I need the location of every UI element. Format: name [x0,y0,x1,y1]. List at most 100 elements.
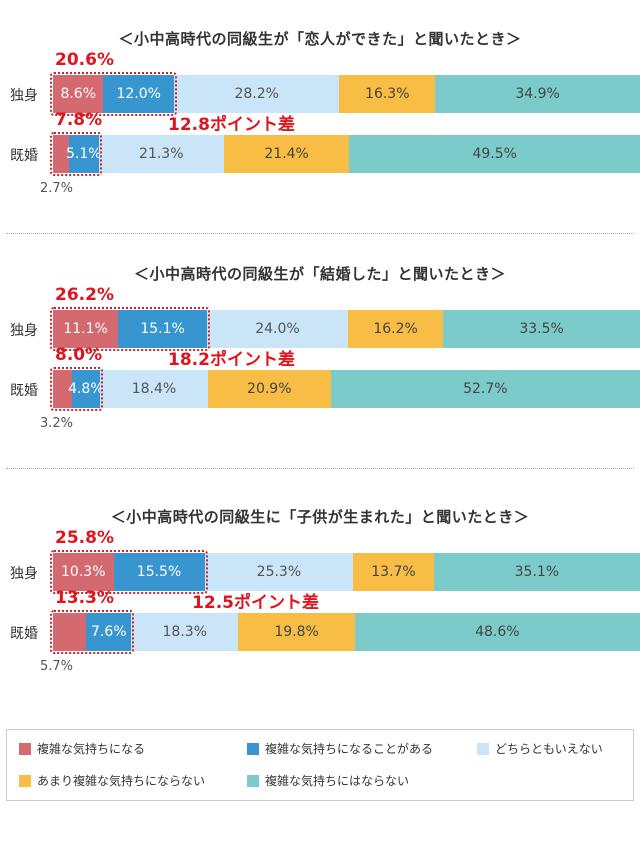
legend-swatch [19,742,31,755]
legend-item: どちらともいえない [477,740,603,757]
data-label: 3.2% [40,416,74,431]
legend: 複雑な気持ちになる 複雑な気持ちになることがある どちらともいえないあまり複雑な気持… [6,729,634,801]
legend-label: 複雑な気持ちにはならない [265,774,410,788]
legend-label: あまり複雑な気持ちにならない [37,774,206,788]
data-label: 16.2% [373,321,418,337]
highlight-box [50,550,208,594]
bar-segment: 15.5% [113,553,205,591]
legend-swatch [477,742,489,755]
bar-segment [53,135,69,173]
legend-item: 複雑な気持ちになることがある [247,740,433,757]
bar-segment: 16.3% [339,75,436,113]
data-label: 21.4% [264,146,309,162]
bar-segment: 16.2% [347,310,444,348]
bar-segment: 18.4% [99,370,208,408]
legend-swatch [19,774,31,787]
data-label: 20.9% [247,381,292,397]
row-label: 独身 [10,323,38,339]
data-label: 13.7% [371,564,416,580]
point-difference-label: 18.2ポイント差 [168,350,295,370]
legend-label: 複雑な気持ちになることがある [265,742,434,756]
data-label: 7.6% [90,624,127,640]
legend-swatch [247,774,259,787]
legend-swatch [247,742,259,755]
row-label: 既婚 [10,148,38,164]
legend-label: どちらともいえない [495,742,603,756]
legend-item: 複雑な気持ちになる [19,740,145,757]
data-label: 8.6% [60,86,97,102]
section-divider [6,233,634,234]
combined-total-label: 26.2% [55,285,114,305]
data-label: 52.7% [463,381,508,397]
bar-segment: 15.1% [118,310,207,348]
data-label: 49.5% [472,146,517,162]
data-label: 19.8% [274,624,319,640]
data-label: 4.8% [68,381,104,397]
data-label: 34.9% [515,86,560,102]
bar-segment: 13.7% [353,553,434,591]
bar-segment: 20.9% [207,370,331,408]
highlight-box [50,610,135,654]
row-label: 既婚 [10,383,38,399]
bar-segment: 8.6% [53,75,104,113]
combined-total-label: 13.3% [55,588,114,608]
data-label: 11.1% [63,321,108,337]
row-label: 既婚 [10,626,38,642]
row-label: 独身 [10,566,38,582]
highlight-box [50,132,102,176]
legend-item: 複雑な気持ちにはならない [247,772,409,789]
bar-segment [53,613,87,651]
legend-item: あまり複雑な気持ちにならない [19,772,205,789]
data-label: 2.7% [40,181,74,196]
bar-segment: 11.1% [53,310,119,348]
highlight-box [50,367,103,411]
bar-segment: 24.0% [206,310,348,348]
bar-segment: 34.9% [435,75,640,113]
point-difference-label: 12.8ポイント差 [168,115,295,135]
highlight-box [50,307,210,351]
data-label: 21.3% [139,146,184,162]
bar-segment: 52.7% [330,370,640,408]
bar-segment: 21.3% [98,135,224,173]
legend-label: 複雑な気持ちになる [37,742,146,756]
combined-total-label: 8.0% [55,345,103,365]
bar-segment: 28.2% [173,75,340,113]
bar-segment: 19.8% [238,613,355,651]
bar-segment: 18.3% [131,613,239,651]
bar-segment: 49.5% [349,135,640,173]
data-label: 18.4% [131,381,177,397]
bar-segment: 48.6% [354,613,640,651]
combined-total-label: 20.6% [55,50,114,70]
data-label: 10.3% [61,564,106,580]
data-label: 33.5% [519,321,564,337]
data-label: 5.7% [40,659,74,674]
data-label: 5.1% [66,146,102,162]
bar-segment: 33.5% [443,310,640,348]
bar-segment: 35.1% [433,553,640,591]
bar-segment: 25.3% [204,553,354,591]
bar-segment: 5.1% [66,135,102,173]
data-label: 28.2% [234,86,279,102]
bar-segment: 10.3% [53,553,114,591]
point-difference-label: 12.5ポイント差 [192,593,320,613]
section-title: ＜小中高時代の同級生に「子供が生まれた」と聞いたとき＞ [110,508,530,526]
row-label: 独身 [10,88,38,104]
combined-total-label: 25.8% [55,528,114,548]
data-label: 24.0% [255,321,300,337]
data-label: 12.0% [116,86,161,102]
bar-segment [53,370,72,408]
data-label: 18.3% [162,624,207,640]
data-label: 25.3% [256,564,302,580]
combined-total-label: 7.8% [55,110,103,130]
section-divider [6,468,634,469]
bar-segment: 12.0% [103,75,174,113]
data-label: 48.6% [475,624,520,640]
data-label: 15.1% [140,321,185,337]
section-title: ＜小中高時代の同級生が「恋人ができた」と聞いたとき＞ [118,30,522,48]
highlight-box [50,72,177,116]
bar-segment: 21.4% [223,135,350,173]
data-label: 15.5% [136,564,182,580]
section-title: ＜小中高時代の同級生が「結婚した」と聞いたとき＞ [133,265,506,283]
data-label: 35.1% [514,564,560,580]
